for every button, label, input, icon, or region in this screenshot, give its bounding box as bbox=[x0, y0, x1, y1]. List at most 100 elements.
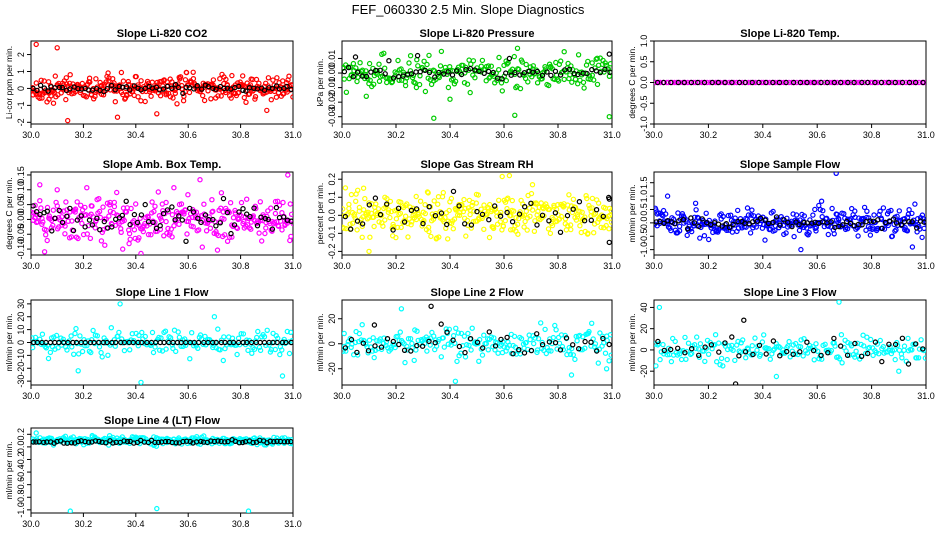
x-tick-label: 31.0 bbox=[603, 130, 621, 140]
y-tick-label: -0.4 bbox=[16, 464, 26, 480]
data-point bbox=[68, 440, 75, 446]
data-point bbox=[38, 205, 44, 211]
data-point bbox=[726, 224, 733, 231]
data-point bbox=[413, 69, 419, 75]
data-point bbox=[886, 341, 892, 347]
data-point bbox=[149, 199, 155, 205]
data-point bbox=[836, 300, 842, 305]
data-point bbox=[608, 208, 612, 214]
data-point bbox=[82, 343, 88, 349]
y-tick-label: -20 bbox=[639, 365, 649, 378]
data-point bbox=[561, 76, 567, 83]
data-point bbox=[796, 221, 802, 228]
data-point bbox=[121, 347, 128, 354]
data-point bbox=[92, 225, 99, 231]
data-point bbox=[248, 226, 254, 232]
data-point bbox=[756, 79, 762, 86]
data-point bbox=[208, 96, 214, 102]
data-point bbox=[586, 328, 592, 335]
data-point bbox=[770, 219, 776, 226]
data-point bbox=[529, 207, 536, 213]
data-point bbox=[661, 347, 668, 354]
data-point bbox=[172, 217, 178, 223]
data-point bbox=[767, 356, 774, 362]
data-point bbox=[246, 91, 253, 97]
data-point bbox=[856, 79, 862, 86]
points-group bbox=[31, 301, 293, 385]
data-point bbox=[240, 87, 246, 94]
data-point bbox=[188, 330, 195, 336]
data-point bbox=[602, 60, 608, 66]
y-tick-label: 0.15 bbox=[16, 166, 26, 184]
data-point bbox=[546, 218, 552, 224]
data-point bbox=[257, 347, 264, 354]
data-point bbox=[712, 332, 719, 338]
data-point bbox=[163, 90, 170, 97]
chart-panel: Slope Sample Flow 30.0 30.2 30.4 30.6 30.8 31.… bbox=[627, 159, 935, 271]
data-point bbox=[699, 216, 705, 222]
y-tick-label: 2 bbox=[16, 52, 26, 57]
data-point bbox=[729, 79, 735, 86]
data-point bbox=[773, 214, 780, 220]
data-point bbox=[723, 220, 730, 227]
data-point bbox=[668, 358, 675, 365]
data-point bbox=[47, 349, 54, 356]
data-point bbox=[407, 68, 414, 74]
data-point bbox=[892, 228, 898, 234]
data-point bbox=[41, 85, 48, 91]
data-point bbox=[134, 219, 141, 226]
data-point bbox=[160, 86, 167, 92]
data-point bbox=[557, 347, 564, 353]
x-tick-label: 31.0 bbox=[917, 130, 935, 140]
data-point bbox=[400, 73, 406, 79]
data-point bbox=[87, 79, 93, 85]
data-point bbox=[176, 213, 182, 219]
data-point bbox=[676, 228, 683, 234]
data-point bbox=[414, 328, 420, 334]
data-point bbox=[266, 342, 272, 348]
data-point bbox=[588, 339, 594, 345]
data-point bbox=[247, 213, 253, 220]
data-point bbox=[245, 347, 251, 354]
data-point bbox=[446, 207, 452, 214]
data-point bbox=[169, 79, 175, 85]
data-point bbox=[257, 217, 264, 224]
data-point bbox=[909, 347, 915, 353]
data-point bbox=[813, 341, 819, 347]
data-point bbox=[567, 222, 574, 228]
data-point bbox=[60, 336, 67, 342]
data-point bbox=[417, 198, 424, 204]
data-point bbox=[67, 205, 73, 212]
data-point bbox=[743, 355, 749, 361]
data-point bbox=[279, 373, 286, 379]
data-point bbox=[131, 211, 138, 218]
data-point bbox=[909, 210, 915, 217]
data-point bbox=[481, 332, 487, 338]
data-point bbox=[354, 218, 361, 224]
data-point bbox=[548, 72, 554, 79]
data-point bbox=[40, 219, 46, 225]
data-point bbox=[705, 351, 712, 357]
data-point bbox=[789, 79, 795, 86]
chart-panel: Slope Li-820 CO2 30.0 30.2 30.4 30.6 30.8 31.0… bbox=[4, 28, 302, 140]
data-point bbox=[805, 345, 812, 352]
data-point bbox=[140, 228, 146, 235]
data-point bbox=[450, 337, 456, 343]
data-point bbox=[132, 339, 138, 346]
data-point bbox=[912, 79, 919, 86]
data-point bbox=[368, 69, 374, 75]
data-point bbox=[503, 77, 509, 84]
data-point bbox=[455, 330, 461, 336]
data-point bbox=[509, 66, 516, 72]
data-point bbox=[546, 206, 553, 213]
data-point bbox=[217, 347, 223, 353]
data-point bbox=[54, 45, 60, 51]
data-point bbox=[909, 244, 916, 250]
data-point bbox=[534, 222, 540, 228]
data-point bbox=[353, 65, 359, 71]
data-point bbox=[220, 195, 227, 202]
data-point bbox=[732, 381, 739, 385]
data-point bbox=[346, 201, 352, 208]
data-point bbox=[186, 205, 193, 212]
data-point bbox=[183, 84, 189, 91]
